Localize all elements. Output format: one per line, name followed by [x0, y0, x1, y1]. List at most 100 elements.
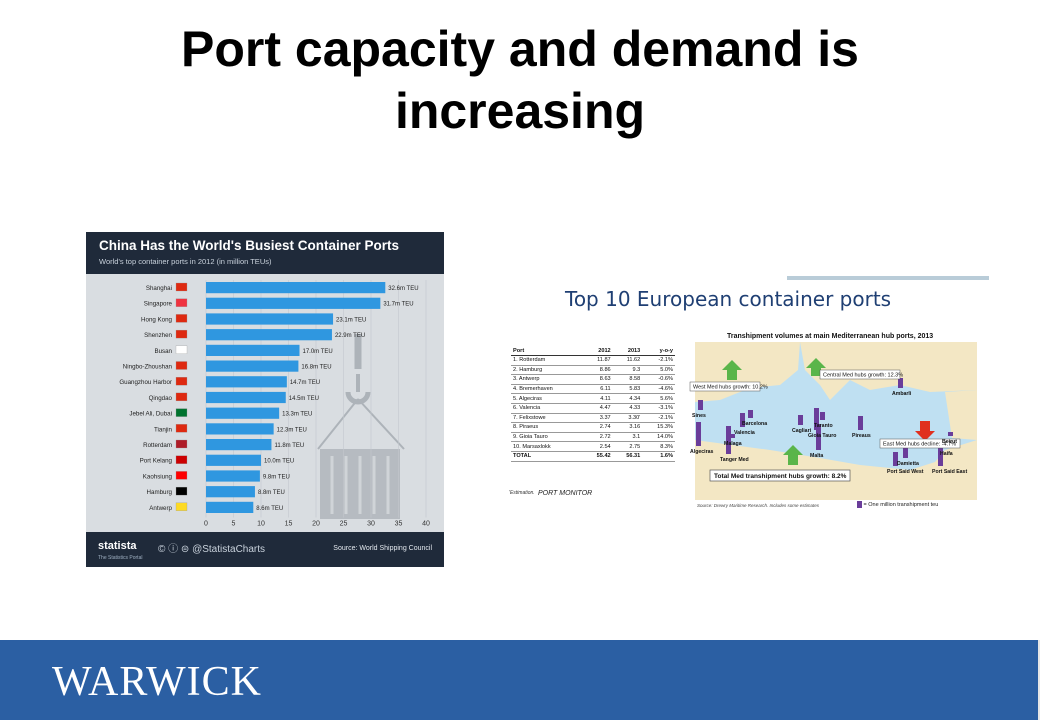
table-cell: -4.6%: [642, 384, 675, 395]
west-growth-label: West Med hubs growth: 10.2%: [693, 385, 768, 391]
x-tick-label: 5: [232, 521, 236, 528]
data-label: 14.5m TEU: [289, 396, 319, 402]
hub-bar: [698, 400, 703, 410]
land-levant: [945, 390, 977, 440]
bar: [206, 360, 299, 372]
table-header-row: Port 2012 2013 y-o-y: [511, 347, 675, 356]
table-cell: 4.11: [583, 393, 613, 404]
table-cell: 4.34: [612, 393, 643, 404]
port-name: Algeciras: [690, 449, 713, 455]
map-source: Source: Drewry Maritime Research. Includ…: [697, 503, 820, 508]
data-label: 9.8m TEU: [263, 474, 290, 480]
infographic-footer: statista The Statistics Portal © ⓘ ⊜ @St…: [86, 532, 444, 567]
table-cell: 3.30': [612, 413, 643, 424]
east-decline-label: East Med hubs decline: -4.7%: [883, 442, 956, 448]
country-flag-icon: [175, 329, 188, 339]
hub-bar: [893, 452, 898, 466]
hub-bar: [696, 422, 701, 446]
port-name-label: Shenzhen: [144, 332, 172, 339]
table-row: 2. Hamburg 8.86 9.3 5.0%: [511, 365, 675, 376]
bar: [206, 297, 381, 309]
port-name-label: Qingdao: [149, 395, 173, 402]
hub-bar: [938, 444, 943, 466]
hub-bar: [748, 410, 753, 418]
bar: [206, 282, 386, 294]
table-cell: 4. Bremerhaven: [511, 384, 584, 395]
port-name: Barcelona: [742, 421, 767, 427]
european-ports-title: Top 10 European container ports: [565, 287, 892, 311]
bar: [206, 313, 334, 325]
x-tick-label: 10: [257, 521, 265, 528]
data-label: 11.8m TEU: [274, 443, 304, 449]
bar: [206, 407, 280, 419]
country-flag-icon: [175, 345, 188, 354]
table-cell: 8.3%: [642, 441, 675, 452]
table-cell: 9. Gioia Tauro: [511, 432, 584, 443]
port-name-label: Kaohsiung: [143, 473, 173, 480]
hub-bar: [820, 412, 825, 420]
bar: [206, 329, 332, 341]
statista-tagline: The Statistics Portal: [98, 555, 143, 561]
port-name: Valencia: [734, 430, 755, 436]
hub-bar: [903, 446, 908, 458]
infographic-source: Source: World Shipping Council: [333, 545, 432, 552]
table-cell: 8.63: [583, 374, 613, 385]
total-yoy: 1.6%: [642, 450, 675, 462]
east-decline-arrow-icon: [915, 421, 935, 441]
infographic-title: China Has the World's Busiest Container …: [99, 238, 400, 253]
table-cell: -2.1%: [642, 413, 675, 424]
total-2013: 56.31: [612, 450, 643, 462]
warwick-logo: WARWICK: [52, 659, 262, 705]
table-row: 10. Marsaxlokk 2.54 2.75 8.3%: [511, 441, 675, 452]
map-legend: = One million transhipment teu: [857, 501, 938, 508]
table-cell: 6.11: [583, 384, 613, 395]
country-flag-icon: [175, 408, 188, 417]
table-row: 1. Rotterdam 11.87 11.62 -2.1%: [511, 355, 675, 366]
data-label: 14.7m TEU: [290, 380, 320, 386]
data-label: 32.6m TEU: [388, 286, 418, 292]
table-cell: 1. Rotterdam: [511, 355, 584, 366]
port-name: Sines: [692, 413, 706, 419]
port-name-label: Rotterdam: [143, 442, 172, 449]
port-name-label: Jebel Ali, Dubai: [129, 411, 172, 418]
estimation-note: 'Estimation.: [509, 490, 535, 496]
table-cell: 5.83: [612, 384, 643, 395]
table-total-row: TOTAL 55.42 56.31 1.6%: [511, 450, 675, 462]
table-row: 9. Gioia Tauro 2.72 3.1 14.0%: [511, 432, 675, 443]
table-cell: 3.37: [583, 413, 613, 424]
port-name: Haifa: [940, 451, 953, 457]
hub-bar: [858, 416, 863, 430]
footer-band: WARWICK: [0, 640, 1040, 720]
x-tick-label: 15: [285, 521, 293, 528]
table-cell: -3.1%: [642, 403, 675, 414]
total-2012: 55.42: [583, 450, 613, 462]
table-cell: 15.3%: [642, 422, 675, 433]
table-cell: -0.6%: [642, 374, 675, 385]
col-2012: 2012: [583, 347, 613, 356]
legend-swatch: [857, 501, 862, 508]
port-name: Pireaus: [852, 433, 871, 439]
bar: [206, 423, 274, 435]
port-name-label: Antwerp: [149, 505, 172, 512]
table-cell: 8.58: [612, 374, 643, 385]
bar: [206, 439, 272, 451]
table-cell: 4.33: [612, 403, 643, 414]
infographic-subtitle: World's top container ports in 2012 (in …: [99, 257, 272, 266]
country-flag-icon: [175, 424, 188, 433]
data-label: 10.0m TEU: [264, 459, 294, 465]
port-name-label: Busan: [154, 348, 172, 355]
hub-bar: [898, 378, 903, 388]
legend-text: = One million transhipment teu: [863, 501, 939, 508]
bar: [206, 470, 260, 482]
x-tick-label: 0: [204, 521, 208, 528]
statista-logo: statista: [98, 540, 137, 552]
map-caption: Transhipment volumes at main Mediterrane…: [727, 333, 934, 340]
port-name-label: Guangzhou Harbor: [119, 379, 172, 386]
panel-accent-bar: [787, 276, 989, 280]
table-row: 6. Valencia 4.47 4.33 -3.1%: [511, 403, 675, 414]
european-ports-panel: Top 10 European container ports Port 201…: [505, 275, 990, 515]
table-row: 8. Piraeus 2.74 3.16 15.3%: [511, 422, 675, 433]
total-growth-arrow-icon: [783, 445, 803, 465]
table-cell: 5.6%: [642, 393, 675, 404]
table-cell: 11.62: [612, 355, 643, 366]
